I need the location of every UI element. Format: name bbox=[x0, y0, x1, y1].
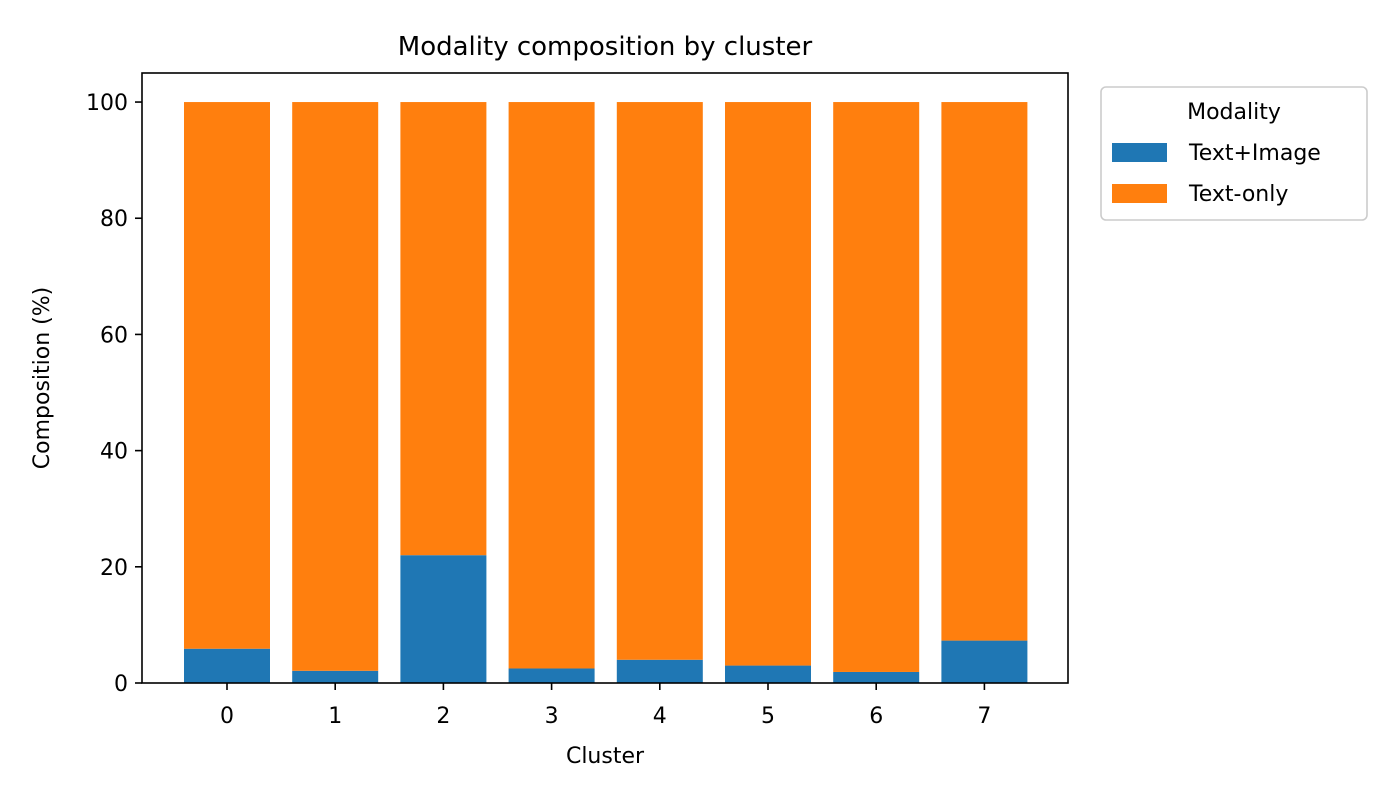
bar-text-image-cluster-5 bbox=[725, 665, 811, 683]
y-tick-label: 40 bbox=[100, 440, 128, 465]
x-tick-label: 6 bbox=[869, 704, 883, 729]
legend: Modality Text+Image Text-only bbox=[1100, 86, 1368, 221]
bar-text-image-cluster-4 bbox=[616, 659, 703, 683]
plot-area bbox=[142, 73, 1068, 683]
legend-swatch-text-only bbox=[1112, 184, 1167, 203]
legend-frame bbox=[1100, 86, 1368, 221]
x-tick-label: 7 bbox=[977, 704, 991, 729]
bar-text-image-cluster-6 bbox=[833, 671, 920, 683]
x-axis-label: Cluster bbox=[566, 744, 645, 769]
bar-text-only-cluster-5 bbox=[725, 102, 811, 666]
x-tick-label: 0 bbox=[220, 704, 234, 729]
legend-title: Modality bbox=[1187, 100, 1281, 125]
bar-text-image-cluster-1 bbox=[292, 670, 379, 683]
y-tick-label: 100 bbox=[86, 91, 128, 116]
x-tick-label: 5 bbox=[761, 704, 775, 729]
legend-swatch-text-image bbox=[1112, 143, 1167, 162]
y-axis-ticks: 0 20 40 60 80 100 bbox=[86, 91, 142, 697]
x-tick-label: 3 bbox=[545, 704, 559, 729]
x-tick-label: 4 bbox=[653, 704, 667, 729]
bar-text-only-cluster-4 bbox=[616, 102, 703, 660]
x-tick-label: 1 bbox=[328, 704, 342, 729]
bar-text-only-cluster-3 bbox=[508, 102, 595, 669]
bar-text-only-cluster-1 bbox=[292, 102, 379, 671]
bar-text-image-cluster-7 bbox=[941, 640, 1028, 683]
plot-frame bbox=[141, 72, 1069, 684]
bar-text-image-cluster-3 bbox=[508, 668, 595, 683]
bar-text-only-cluster-2 bbox=[400, 102, 487, 556]
bar-text-image-cluster-2 bbox=[400, 555, 487, 683]
bars-layer bbox=[184, 102, 1028, 683]
bar-text-only-cluster-7 bbox=[941, 102, 1028, 641]
y-tick-label: 20 bbox=[100, 556, 128, 581]
y-tick-label: 0 bbox=[114, 672, 128, 697]
legend-label-text-only: Text-only bbox=[1188, 182, 1288, 207]
bar-text-only-cluster-6 bbox=[833, 102, 920, 672]
bar-text-only-cluster-0 bbox=[184, 102, 270, 649]
legend-label-text-image: Text+Image bbox=[1188, 141, 1321, 166]
x-tick-label: 2 bbox=[436, 704, 450, 729]
x-axis-ticks: 0 1 2 3 4 5 6 7 bbox=[220, 683, 991, 729]
y-tick-label: 80 bbox=[100, 207, 128, 232]
chart-title: Modality composition by cluster bbox=[398, 32, 813, 62]
y-tick-label: 60 bbox=[100, 323, 128, 348]
bar-text-image-cluster-0 bbox=[184, 648, 270, 683]
y-axis-label: Composition (%) bbox=[30, 287, 55, 469]
